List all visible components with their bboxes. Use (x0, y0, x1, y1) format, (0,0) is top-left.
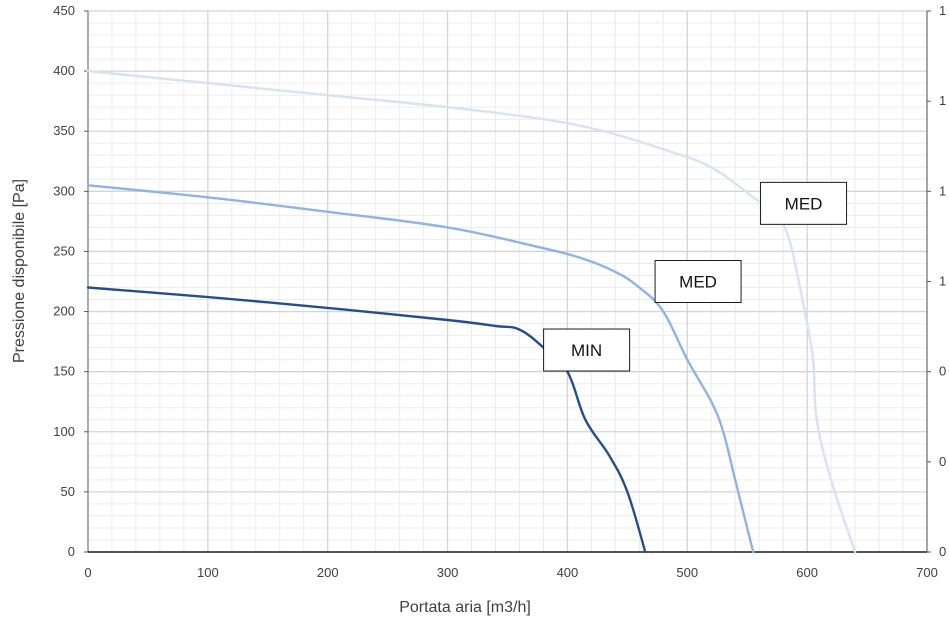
axes (84, 10, 931, 553)
tick-labels: 0 100 200 300 400 500 600 700050100150200250300… (53, 3, 946, 580)
y-tick-label: 100 (53, 424, 75, 439)
annotation-3: MIN (543, 328, 631, 372)
secondary-y-tick-label: 0 (939, 544, 946, 559)
secondary-y-tick-label: 1 (939, 3, 946, 18)
major-gridlines (88, 10, 928, 552)
y-axis-title: Pressione disponibile [Pa] (11, 179, 28, 363)
series-line-2 (86, 184, 755, 554)
y-tick-label: 150 (53, 364, 75, 379)
annotation-box (760, 181, 848, 225)
y-tick-label: 200 (53, 304, 75, 319)
secondary-y-tick-label: 1 (939, 93, 946, 108)
series-lines (86, 69, 857, 554)
annotation-box (654, 260, 742, 303)
y-tick-label: 400 (53, 63, 75, 78)
x-tick-label: 300 (437, 565, 459, 580)
x-tick-label: 500 (676, 565, 698, 580)
secondary-y-tick-label: 1 (939, 183, 946, 198)
secondary-y-tick-label: 0 (939, 454, 946, 469)
y-tick-label: 350 (53, 123, 75, 138)
y-tick-label: 300 (53, 183, 75, 198)
y-tick-label: 250 (53, 243, 75, 258)
annotation-label: MIN (571, 341, 602, 360)
annotation-label: MED (679, 273, 717, 292)
x-axis-title: Portata aria [m3/h] (399, 599, 531, 616)
x-tick-label: 200 (317, 565, 339, 580)
y-tick-label: 50 (61, 484, 75, 499)
annotation-1: MED (760, 181, 848, 225)
series-line-1 (86, 69, 857, 554)
secondary-y-tick-label: 0 (939, 364, 946, 379)
x-tick-label: 0 (84, 565, 91, 580)
x-tick-label: 700 (916, 565, 938, 580)
annotation-label: MED (785, 194, 823, 213)
x-tick-label: 600 (796, 565, 818, 580)
y-tick-label: 0 (68, 544, 75, 559)
minor-gridlines (88, 11, 927, 552)
x-tick-label: 400 (557, 565, 579, 580)
curve-annotations: MED MED MIN (543, 181, 848, 372)
annotation-2: MED (654, 260, 742, 303)
series-line-3 (86, 286, 647, 554)
y-tick-label: 450 (53, 3, 75, 18)
x-tick-label: 100 (197, 565, 219, 580)
secondary-y-tick-label: 1 (939, 274, 946, 289)
annotation-box (543, 328, 631, 372)
